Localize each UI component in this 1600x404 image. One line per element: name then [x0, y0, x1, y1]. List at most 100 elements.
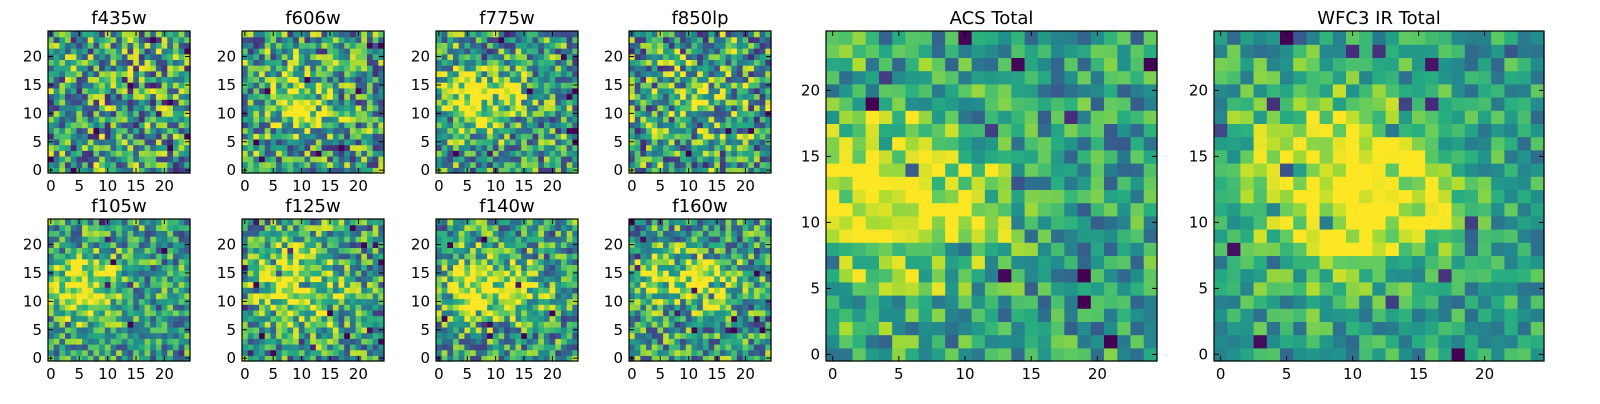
heatmap-cell	[82, 225, 88, 231]
heatmap-cell	[179, 88, 185, 94]
heatmap-cell	[361, 156, 367, 162]
heatmap-cell	[504, 59, 510, 65]
heatmap-cell	[464, 150, 470, 156]
heatmap-cell	[442, 162, 448, 168]
heatmap-cell	[459, 304, 465, 310]
heatmap-cell	[356, 264, 362, 270]
heatmap-cell	[646, 270, 652, 276]
heatmap-cell	[516, 338, 522, 344]
heatmap-cell	[691, 122, 697, 128]
heatmap-cell	[731, 344, 737, 350]
heatmap-cell	[476, 150, 482, 156]
heatmap-cell	[265, 327, 271, 333]
heatmap-cell	[179, 242, 185, 248]
heatmap-cell	[293, 259, 299, 265]
heatmap-cell	[521, 225, 527, 231]
heatmap-cell	[282, 225, 288, 231]
heatmap-cell	[680, 270, 686, 276]
heatmap-cell	[533, 82, 539, 88]
heatmap-cell	[538, 133, 544, 139]
heatmap-cell	[242, 93, 248, 99]
heatmap-cell	[703, 65, 709, 71]
heatmap-cell	[139, 105, 145, 111]
heatmap-cell	[481, 145, 487, 151]
heatmap-cell	[156, 344, 162, 350]
heatmap-cell	[270, 253, 276, 259]
heatmap-cell	[248, 299, 254, 305]
heatmap-cell	[544, 82, 550, 88]
heatmap-cell	[48, 259, 54, 265]
heatmap-cell	[179, 156, 185, 162]
heatmap-cell	[248, 162, 254, 168]
heatmap-cell	[373, 42, 379, 48]
heatmap-cell	[150, 111, 156, 117]
heatmap-cell	[714, 321, 720, 327]
heatmap-cell	[533, 111, 539, 117]
heatmap-cell	[493, 321, 499, 327]
x-tick-label: 20	[155, 177, 174, 195]
heatmap-cell	[276, 276, 282, 282]
heatmap-cell	[116, 31, 122, 37]
heatmap-cell	[674, 42, 680, 48]
heatmap-cell	[167, 42, 173, 48]
heatmap-cell	[139, 133, 145, 139]
heatmap-cell	[54, 37, 60, 43]
heatmap-cell	[128, 65, 134, 71]
heatmap-cell	[82, 253, 88, 259]
heatmap-cell	[680, 350, 686, 356]
heatmap-cell	[737, 316, 743, 322]
heatmap-cell	[139, 31, 145, 37]
heatmap-cell	[442, 128, 448, 134]
heatmap-cell	[646, 327, 652, 333]
y-tick-label: 10	[23, 292, 42, 310]
heatmap-cell	[122, 31, 128, 37]
heatmap-cell	[156, 65, 162, 71]
heatmap-cell	[714, 145, 720, 151]
heatmap-cell	[510, 264, 516, 270]
heatmap-cell	[487, 99, 493, 105]
x-tick-label: 5	[268, 177, 278, 195]
heatmap-cell	[521, 299, 527, 305]
heatmap-cell	[567, 350, 573, 356]
heatmap-cell	[322, 242, 328, 248]
heatmap-cell	[162, 304, 168, 310]
heatmap-cell	[737, 99, 743, 105]
heatmap-cell	[748, 59, 754, 65]
heatmap-cell	[276, 287, 282, 293]
heatmap-cell	[550, 71, 556, 77]
heatmap-cell	[453, 247, 459, 253]
heatmap-cell	[88, 247, 94, 253]
heatmap-cell	[709, 116, 715, 122]
heatmap-cell	[544, 139, 550, 145]
heatmap-cell	[270, 287, 276, 293]
heatmap-cell	[367, 37, 373, 43]
heatmap-cell	[270, 128, 276, 134]
heatmap-cell	[282, 93, 288, 99]
heatmap-cell	[253, 293, 259, 299]
heatmap-cell	[442, 287, 448, 293]
heatmap-cell	[709, 145, 715, 151]
heatmap-cell	[493, 111, 499, 117]
heatmap-cell	[356, 259, 362, 265]
heatmap-cell	[265, 93, 271, 99]
heatmap-cell	[93, 333, 99, 339]
heatmap-cell	[361, 242, 367, 248]
heatmap-cell	[76, 350, 82, 356]
heatmap-cell	[561, 31, 567, 37]
heatmap-cell	[310, 150, 316, 156]
heatmap-cell	[99, 242, 105, 248]
heatmap-cell	[105, 299, 111, 305]
heatmap-cell	[65, 304, 71, 310]
heatmap-cell	[287, 299, 293, 305]
heatmap-cell	[248, 333, 254, 339]
heatmap-cell	[82, 247, 88, 253]
heatmap-cell	[561, 316, 567, 322]
heatmap-cell	[105, 156, 111, 162]
heatmap-cell	[555, 259, 561, 265]
heatmap-cell	[726, 128, 732, 134]
heatmap-cell	[344, 293, 350, 299]
heatmap-cell	[640, 327, 646, 333]
heatmap-cell	[481, 116, 487, 122]
heatmap-cell	[567, 145, 573, 151]
heatmap-cell	[550, 122, 556, 128]
